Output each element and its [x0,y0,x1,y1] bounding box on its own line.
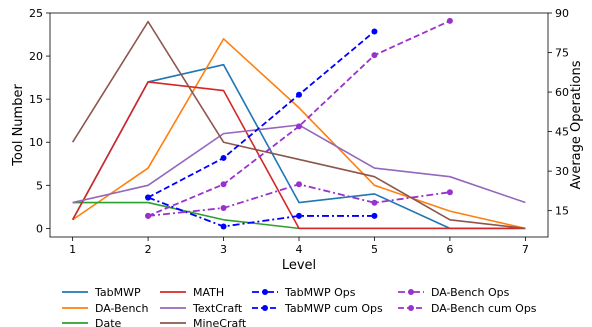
legend-marker-tabmwp-cum-ops [262,305,268,311]
data-point-da-bench-cum-ops [371,52,378,59]
data-point-da-bench-ops [220,205,227,212]
data-point-tabmwp-cum-ops [220,154,227,161]
series-line-minecraft [71,20,526,230]
data-point-tabmwp-ops [371,212,378,219]
series-line-tabmwp [71,63,526,230]
x-axis-label: Level [282,258,316,273]
x-tick-label: 7 [522,243,529,256]
x-tick-label: 3 [220,243,227,256]
x-tick-label: 6 [446,243,453,256]
data-point-da-bench-cum-ops [446,17,453,24]
x-tick-label: 4 [296,243,303,256]
y-tick-label: 0 [36,222,43,235]
data-point-tabmwp-cum-ops [371,28,378,35]
x-tick-label: 1 [69,243,76,256]
y-right-tick-label: 75 [555,47,569,60]
legend-label-math: MATH [193,286,224,299]
legend: TabMWP DA-Bench Date MATH TextCraft MineCraft… [62,286,537,327]
y-right-tick-label: 45 [555,126,569,139]
y-tick-label: 25 [29,7,43,20]
series-line-da-bench-ops [147,183,451,217]
legend-label-da-bench-cum-ops: DA-Bench cum Ops [431,302,537,315]
series-line-tabmwp-cum-ops [147,30,376,199]
y-right-tick-label: 90 [555,7,569,20]
data-point-da-bench-cum-ops [145,212,152,219]
legend-label-tabmwp: TabMWP [94,286,141,299]
data-point-tabmwp-cum-ops [145,194,152,201]
y-tick-label: 10 [29,136,43,149]
series-line-tabmwp-ops [147,196,375,228]
data-point-da-bench-cum-ops [220,181,227,188]
y-tick-label: 20 [29,50,43,63]
legend-marker-tabmwp-ops [262,289,268,295]
legend-label-date: Date [95,317,122,327]
y-axis-label: Tool Number [11,84,26,167]
x-tick-label: 5 [371,243,378,256]
y-right-tick-label: 60 [555,86,569,99]
legend-marker-da-bench-ops [408,289,414,295]
y-tick-label: 5 [36,179,43,192]
data-point-tabmwp-cum-ops [296,91,302,98]
legend-label-tabmwp-ops: TabMWP Ops [284,286,356,299]
legend-label-tabmwp-cum-ops: TabMWP cum Ops [284,302,383,315]
x-tick-label: 2 [145,243,152,256]
y-axis-right-label: Average Operations [569,60,584,189]
data-point-tabmwp-ops [296,212,302,219]
legend-label-da-bench-ops: DA-Bench Ops [431,286,510,299]
legend-label-minecraft: MineCraft [193,317,247,327]
series-line-da-bench [72,38,526,230]
series-line-math [71,81,526,230]
data-point-da-bench-ops [371,199,378,206]
data-point-da-bench-ops [296,181,302,188]
series-line-textcraft [72,124,526,204]
data-point-da-bench-cum-ops [296,123,302,130]
legend-label-da-bench: DA-Bench [95,302,148,315]
y-tick-label: 15 [29,93,43,106]
data-point-da-bench-ops [446,189,453,196]
legend-marker-da-bench-cum-ops [408,305,414,311]
data-point-tabmwp-ops [220,223,227,230]
y-right-tick-label: 15 [555,205,569,218]
y-right-tick-label: 30 [555,165,569,178]
legend-label-textcraft: TextCraft [192,302,243,315]
